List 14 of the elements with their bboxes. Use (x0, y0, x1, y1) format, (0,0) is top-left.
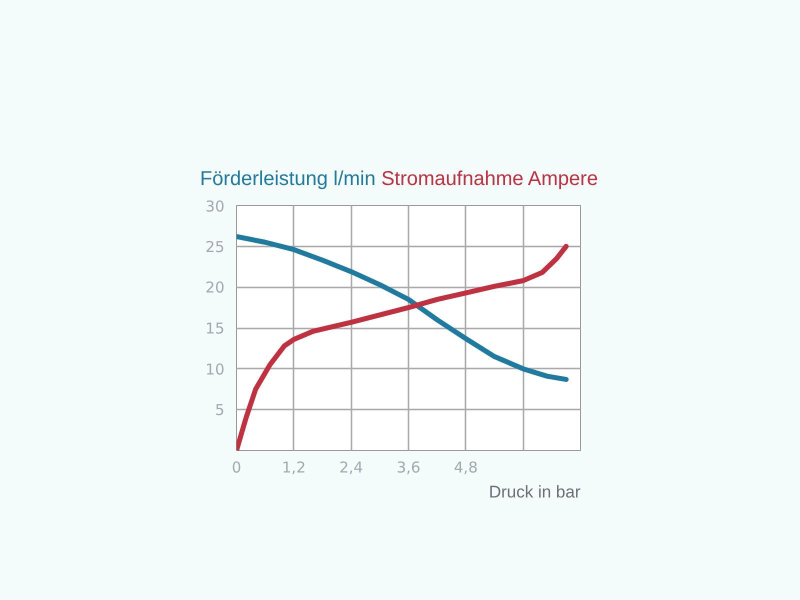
x-tick-label: 1,2 (282, 458, 306, 476)
x-axis-title: Druck in bar (488, 482, 581, 502)
y-tick-label: 15 (205, 320, 225, 338)
y-tick-label: 25 (205, 238, 225, 256)
x-tick-label: 2,4 (339, 458, 364, 476)
text: Stromaufnahme Ampere (381, 168, 598, 190)
y-tick-label: 30 (205, 198, 225, 216)
x-tick-label: 4,8 (454, 458, 478, 476)
x-tick-label: 0 (232, 458, 242, 476)
y-tick-label: 5 (214, 401, 225, 420)
x-tick-label: 3,6 (396, 458, 420, 476)
y-tick-label: 20 (205, 278, 225, 297)
text: Förderleistung l/min (200, 168, 376, 190)
y-tick-label: 10 (205, 360, 225, 378)
